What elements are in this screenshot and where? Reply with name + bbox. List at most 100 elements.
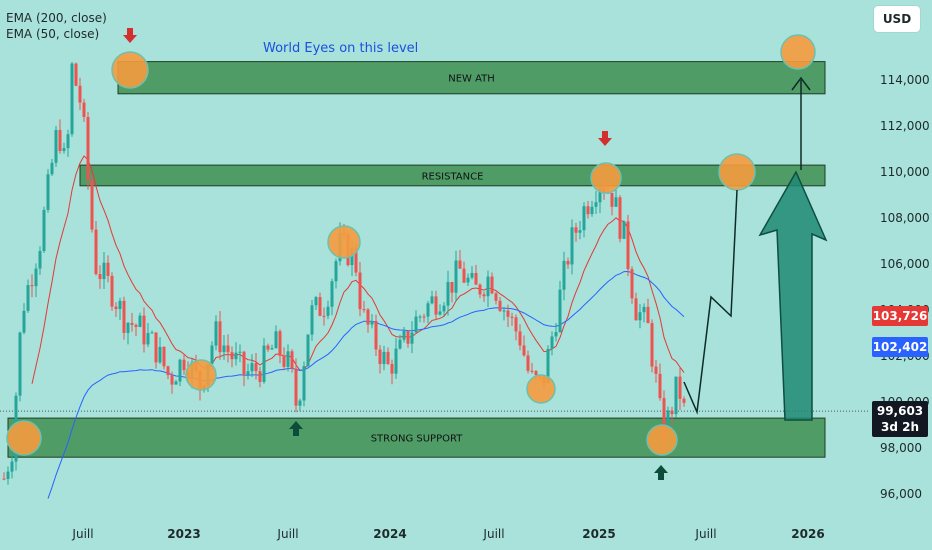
up-arrow-head [289, 421, 303, 429]
candle-body [574, 227, 578, 233]
candle-body [430, 296, 434, 304]
candle-body [390, 363, 394, 374]
zone-label: NEW ATH [448, 74, 495, 85]
candle-body [562, 260, 566, 290]
candle-body [670, 410, 674, 415]
candle-body [286, 351, 290, 367]
candle-body [630, 269, 634, 299]
ema50-legend[interactable]: EMA (50, close) [6, 27, 100, 41]
candle-body [478, 284, 482, 295]
candle-body [238, 351, 242, 353]
candle-body [486, 276, 490, 297]
candle-body [598, 187, 602, 203]
bar-countdown: 3d 2h [880, 420, 919, 434]
candle-body [174, 381, 178, 385]
candle-body [614, 197, 618, 207]
candle-body [110, 275, 114, 307]
candle-body [622, 221, 626, 239]
candle-body [138, 315, 142, 327]
candle-body [154, 332, 158, 363]
candle-body [218, 321, 222, 353]
projection-arrow-head [791, 76, 811, 91]
candle-body [642, 306, 646, 313]
candle-body [254, 363, 258, 372]
candle-body [658, 373, 662, 399]
candle-body [178, 359, 182, 382]
candle-body [534, 371, 538, 376]
candle-body [554, 332, 558, 337]
y-tick-label: 106,000 [880, 257, 930, 271]
candle-body [370, 320, 374, 325]
candle-body [482, 294, 486, 297]
candle-body [130, 322, 134, 325]
candle-body [506, 310, 510, 317]
candle-body [462, 268, 466, 283]
candle-body [626, 221, 630, 270]
y-tick-label: 110,000 [880, 165, 930, 179]
candle-body [78, 85, 82, 103]
y-tick-label: 108,000 [880, 211, 930, 225]
candle-body [474, 273, 478, 285]
candle-body [2, 478, 6, 480]
candle-body [270, 348, 274, 350]
candle-body [530, 370, 534, 372]
candle-body [662, 398, 666, 444]
candle-body [26, 285, 30, 311]
candle-body [118, 300, 122, 310]
candle-body [318, 297, 322, 316]
candle-body [454, 260, 458, 293]
candle-body [214, 321, 218, 346]
current-price: 99,603 [876, 404, 924, 418]
annotation-text: World Eyes on this level [263, 41, 418, 56]
candle-body [22, 310, 26, 333]
candle-body [638, 312, 642, 321]
down-arrow-head [123, 35, 137, 43]
x-tick-label: 2025 [582, 527, 615, 541]
candle-body [442, 305, 446, 312]
candle-body [526, 355, 530, 371]
candle-body [394, 348, 398, 374]
candle-body [306, 334, 310, 367]
marker-circle [646, 424, 678, 456]
candle-body [418, 316, 422, 318]
marker-circle [526, 374, 556, 404]
candle-body [294, 368, 298, 406]
candle-body [446, 281, 450, 306]
projection-path [683, 189, 738, 415]
candle-body [6, 471, 10, 479]
candle-body [114, 306, 118, 310]
candle-body [58, 129, 62, 152]
candle-body [102, 262, 106, 280]
candle-body [66, 134, 70, 149]
candle-body [62, 148, 66, 152]
candle-body [42, 209, 46, 252]
candle-body [266, 345, 270, 350]
candle-body [514, 317, 518, 332]
marker-circle [590, 162, 622, 194]
candle-body [146, 333, 150, 345]
candle-body [586, 206, 590, 215]
candle-body [302, 366, 306, 401]
candle-body [466, 277, 470, 283]
indicator-legend[interactable]: EMA (200, close) EMA (50, close) [6, 10, 107, 42]
candle-body [422, 316, 426, 318]
ema200-legend[interactable]: EMA (200, close) [6, 11, 107, 25]
candle-body [242, 351, 246, 375]
candle-body [334, 261, 338, 282]
candle-body [402, 330, 406, 340]
candle-body [682, 398, 686, 403]
candle-body [458, 260, 462, 269]
down-arrow-stem [127, 28, 133, 36]
candle-body [18, 332, 22, 396]
candle-body [594, 202, 598, 207]
currency-button[interactable]: USD [874, 6, 920, 32]
candle-body [166, 366, 170, 376]
marker-circle [780, 34, 816, 70]
candle-body [330, 281, 334, 307]
candle-body [522, 345, 526, 356]
current-price-label: 99,603 3d 2h [872, 401, 928, 437]
candle-body [74, 63, 78, 86]
candle-body [162, 346, 166, 367]
marker-circle [111, 51, 149, 89]
